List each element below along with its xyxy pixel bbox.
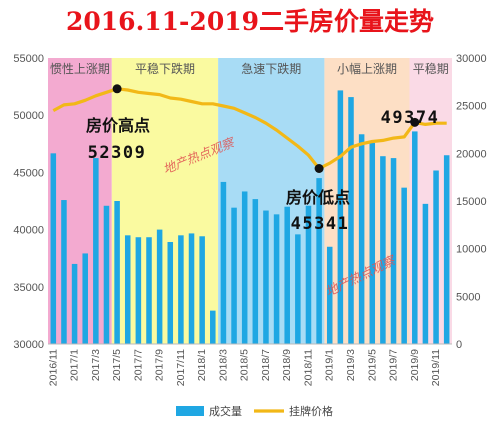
bar-2019/5 [369, 142, 376, 344]
x-tick-2017/5: 2017/5 [111, 349, 123, 381]
x-tick-2018/5: 2018/5 [239, 349, 251, 381]
bar-2018/11 [305, 205, 312, 344]
bar-2017/7 [135, 237, 142, 344]
x-tick-2018/3: 2018/3 [217, 349, 229, 381]
bar-2017/6 [124, 235, 131, 344]
x-tick-2019/1: 2019/1 [324, 349, 336, 381]
phase-label-2: 平稳下跌期 [135, 61, 195, 76]
x-tick-2019/7: 2019/7 [388, 349, 400, 381]
left-tick-50000: 50000 [13, 110, 44, 122]
bar-2017/4 [103, 205, 110, 344]
right-tick-10000: 10000 [456, 244, 487, 256]
annotation-value-45341: 45341 [291, 214, 350, 234]
x-tick-2019/9: 2019/9 [409, 349, 421, 381]
right-tick-15000: 15000 [456, 196, 487, 208]
x-tick-2018/1: 2018/1 [196, 349, 208, 381]
left-tick-45000: 45000 [13, 167, 44, 179]
bar-2016/12 [61, 200, 67, 344]
x-tick-2017/11: 2017/11 [175, 349, 187, 386]
bar-2018/1 [199, 236, 205, 344]
bar-2019/7 [390, 158, 397, 344]
right-tick-0: 0 [456, 339, 462, 351]
bar-2019/3 [348, 97, 354, 344]
bar-2019/4 [358, 134, 365, 344]
bar-2019/11 [433, 170, 439, 344]
x-tick-2019/5: 2019/5 [366, 349, 378, 381]
phase-label-4: 小幅上涨期 [337, 61, 397, 76]
bar-2017/11 [178, 235, 184, 344]
bar-2017/3 [93, 158, 99, 344]
right-tick-30000: 30000 [456, 53, 487, 65]
x-tick-2019/11: 2019/11 [430, 349, 442, 386]
bar-2019/8 [401, 187, 407, 344]
bar-2018/8 [273, 214, 280, 344]
bar-2017/5 [114, 201, 120, 344]
x-tick-2019/3: 2019/3 [345, 349, 357, 381]
bar-2018/3 [220, 181, 227, 344]
x-tick-2017/9: 2017/9 [154, 349, 166, 381]
left-tick-35000: 35000 [13, 282, 44, 294]
bar-2017/8 [146, 237, 152, 344]
bar-2017/10 [167, 241, 174, 344]
right-tick-25000: 25000 [456, 101, 487, 113]
x-tick-2018/7: 2018/7 [260, 349, 272, 381]
left-tick-30000: 30000 [13, 339, 44, 351]
bar-2019/2 [337, 90, 344, 344]
x-tick-2017/7: 2017/7 [132, 349, 144, 381]
bar-2019/10 [422, 203, 429, 344]
x-tick-2018/9: 2018/9 [281, 349, 293, 381]
annotation-marker-52309 [112, 84, 122, 94]
bar-2018/2 [210, 310, 216, 344]
bar-2018/4 [231, 207, 237, 344]
phase-label-1: 惯性上涨期 [50, 61, 110, 76]
bar-2019/1 [326, 246, 333, 344]
bar-2018/5 [241, 191, 248, 344]
legend-swatch-volume [176, 406, 204, 416]
phase-label-5: 平稳期 [413, 61, 449, 76]
x-tick-2017/1: 2017/1 [69, 349, 81, 381]
annotation-marker-45341 [314, 163, 324, 173]
phase-band-1 [48, 58, 112, 344]
chart-title: 2016.11-2019二手房价量走势 [65, 7, 435, 36]
annotation-marker-49374 [410, 117, 420, 127]
bar-2017/12 [188, 233, 195, 344]
legend-label-volume: 成交量 [209, 404, 242, 418]
bar-2017/2 [82, 253, 88, 344]
bar-2019/6 [380, 156, 386, 344]
right-tick-20000: 20000 [456, 148, 487, 160]
x-tick-2018/11: 2018/11 [302, 349, 314, 386]
x-tick-2016/11: 2016/11 [47, 349, 59, 386]
right-tick-5000: 5000 [456, 291, 480, 303]
bar-2019/9 [412, 131, 418, 344]
annotation-value-49374: 49374 [381, 108, 440, 128]
annotation-label-1: 房价高点 [86, 116, 150, 135]
legend-label-price: 挂牌价格 [289, 404, 333, 418]
bar-2018/12 [316, 178, 322, 344]
annotation-label-2: 房价低点 [286, 188, 350, 207]
bar-2019/12 [443, 155, 450, 344]
bar-2018/9 [284, 206, 290, 344]
bar-2018/7 [263, 210, 269, 344]
left-tick-55000: 55000 [13, 53, 44, 65]
bar-2016/11 [50, 153, 57, 344]
bar-2017/9 [156, 229, 163, 344]
annotation-value-52309: 52309 [88, 143, 147, 163]
bar-2017/1 [71, 263, 78, 344]
bar-2018/6 [252, 199, 259, 344]
x-tick-2017/3: 2017/3 [90, 349, 102, 381]
phase-label-3: 急速下跌期 [241, 61, 301, 76]
left-tick-40000: 40000 [13, 225, 44, 237]
bar-2018/10 [295, 234, 301, 344]
